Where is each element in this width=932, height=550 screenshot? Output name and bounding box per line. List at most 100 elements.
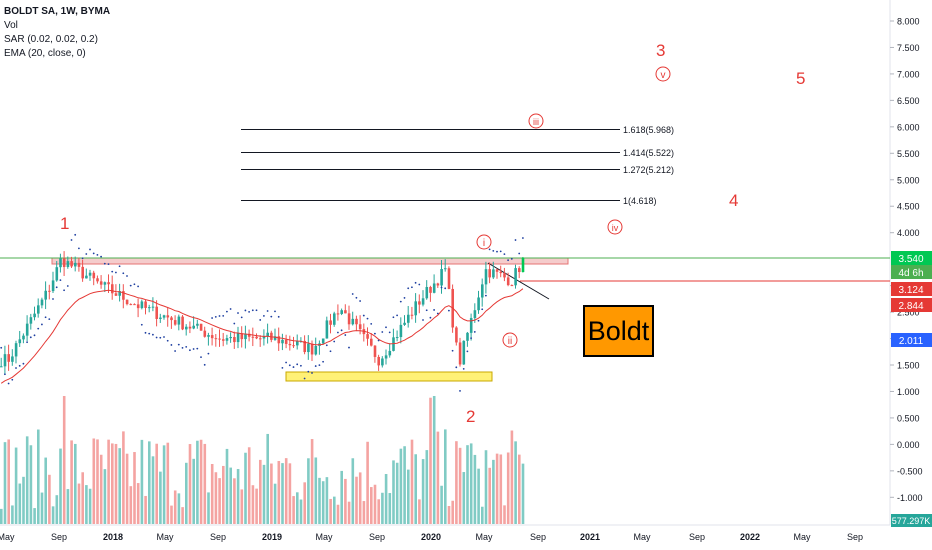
volume-bar xyxy=(255,488,258,524)
sar-dot xyxy=(514,239,517,241)
candle-body xyxy=(14,343,18,357)
wave-label-v[interactable]: v xyxy=(655,66,671,82)
candle-body xyxy=(96,278,99,282)
candle-body xyxy=(484,269,488,285)
sar-dot xyxy=(177,343,180,346)
wave-label-i[interactable]: i xyxy=(476,234,492,250)
candle-body xyxy=(162,315,166,318)
volume-bar xyxy=(148,441,151,524)
boldt-annotation-box[interactable]: Boldt xyxy=(583,305,654,357)
sar-dot xyxy=(44,316,47,319)
candle-body xyxy=(51,280,55,292)
candle-body xyxy=(70,261,73,267)
price-axis[interactable]: 8.000 7.500 7.000 6.500 6.000 5.500 5.000 4.500… xyxy=(889,0,923,525)
sar-dot xyxy=(78,247,80,250)
time-axis[interactable]: May Sep 2018 May Sep 2019 May Sep 2020 May Sep 2021… xyxy=(0,524,890,542)
volume-bar xyxy=(299,499,303,524)
sar-dot xyxy=(266,310,269,312)
sar-dot xyxy=(311,372,313,374)
volume-bar xyxy=(488,467,491,524)
sar-dot xyxy=(418,283,421,286)
sar-dot xyxy=(226,310,228,313)
price-tick-label: 7.000 xyxy=(897,69,920,79)
symbol-title[interactable]: BOLDT SA, 1W, BYMA xyxy=(4,6,111,17)
volume-bar xyxy=(29,445,33,524)
volume-bar xyxy=(229,467,232,524)
candle-body xyxy=(159,317,162,319)
candle-body xyxy=(122,291,125,300)
price-tick-label: -0.500 xyxy=(897,466,923,476)
wave-label-4[interactable]: 4 xyxy=(729,191,738,210)
wave-label-1[interactable]: 1 xyxy=(60,214,69,233)
indicator-sar[interactable]: SAR (0.02, 0.02, 0.2) xyxy=(4,34,98,45)
price-label-2844-text: 2.844 xyxy=(898,301,923,312)
volume-bar xyxy=(325,477,329,524)
indicator-vol[interactable]: Vol xyxy=(4,20,18,31)
wave-label-3[interactable]: 3 xyxy=(656,41,665,60)
candle-body xyxy=(207,335,210,337)
volume-bar xyxy=(0,508,3,524)
sar-dot xyxy=(89,248,91,251)
indicator-ema[interactable]: EMA (20, close, 0) xyxy=(4,48,86,59)
candle-body xyxy=(185,326,188,330)
sar-dot xyxy=(303,377,306,380)
candle-body xyxy=(244,333,247,340)
volume-bar xyxy=(33,508,36,524)
price-tick-label: 8.000 xyxy=(897,17,920,27)
wave-label-ii[interactable]: ii xyxy=(502,332,518,348)
support-zone[interactable] xyxy=(285,371,493,382)
sar-dot xyxy=(407,287,410,290)
volume-bar xyxy=(196,440,199,524)
sar-dot xyxy=(48,318,51,321)
candle-body xyxy=(310,343,314,355)
fib-extension-group[interactable]: 1.618(5.968) 1.414(5.522) 1.272(5.212) 1(4.… xyxy=(241,125,674,206)
volume-bar xyxy=(414,454,417,524)
volume-bar xyxy=(207,492,210,524)
candle-body xyxy=(40,299,44,306)
sar-dot xyxy=(392,316,395,319)
sar-dot xyxy=(440,286,443,289)
candle-body xyxy=(403,322,406,325)
price-label-3124: 3.124 xyxy=(891,282,932,296)
sar-dot xyxy=(148,332,151,335)
candle-body xyxy=(270,332,273,340)
price-label-2011: 2.011 xyxy=(891,333,932,347)
candle-body xyxy=(262,336,266,339)
wave-label-5[interactable]: 5 xyxy=(796,69,805,88)
volume-bar xyxy=(381,492,384,524)
candle-body xyxy=(74,262,77,267)
volume-bar xyxy=(518,454,521,524)
price-tick-label: 5.500 xyxy=(897,149,920,159)
volume-bar xyxy=(358,472,362,524)
sar-dot xyxy=(55,286,58,289)
time-tick-label: Sep xyxy=(847,532,863,542)
sar-dot xyxy=(233,322,236,325)
sar-dot xyxy=(270,315,273,318)
sar-dot xyxy=(59,279,62,282)
sar-dot xyxy=(211,317,214,319)
volume-bar xyxy=(162,445,166,524)
time-tick-label: Sep xyxy=(689,532,705,542)
time-tick-group: May Sep 2018 May Sep 2019 May Sep 2020 May Sep 2021… xyxy=(0,532,863,542)
wave-label-2[interactable]: 2 xyxy=(466,407,475,426)
volume-bar xyxy=(166,442,170,524)
price-tick-label: 6.500 xyxy=(897,96,920,106)
sar-dot xyxy=(381,331,384,333)
candle-body xyxy=(173,320,177,325)
candle-body xyxy=(277,336,281,344)
sar-dot xyxy=(448,309,450,312)
price-label-2844: 2.844 xyxy=(891,298,932,312)
sar-dot xyxy=(163,336,165,338)
volume-bar xyxy=(222,465,225,524)
sar-dot xyxy=(337,331,339,334)
volume-bar xyxy=(177,493,181,524)
volume-bar xyxy=(340,470,343,524)
wave-label-iv[interactable]: iv xyxy=(607,219,623,235)
wave-label-iii[interactable]: iii xyxy=(528,113,544,129)
volume-bar xyxy=(74,443,77,524)
resistance-zone[interactable] xyxy=(51,257,569,265)
volume-bar xyxy=(499,454,503,524)
descending-trendline[interactable] xyxy=(487,262,550,300)
volume-bar xyxy=(103,469,107,524)
